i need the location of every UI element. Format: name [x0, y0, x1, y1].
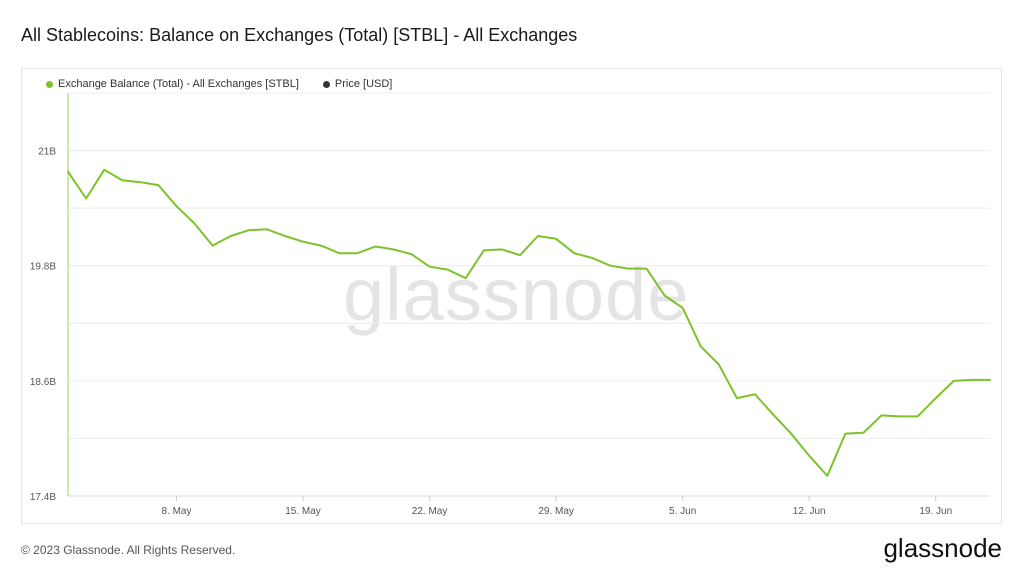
- x-tick-label: 12. Jun: [793, 506, 826, 517]
- x-tick-label: 19. Jun: [919, 506, 952, 517]
- y-tick-label: 17.4B: [30, 492, 56, 503]
- legend-dot-dark: [322, 80, 330, 88]
- legend-item-price[interactable]: Price [USD]: [322, 78, 393, 90]
- y-tick-label: 18.6B: [30, 377, 56, 388]
- chart-title: All Stablecoins: Balance on Exchanges (T…: [21, 25, 578, 45]
- x-tick-label: 29. May: [538, 506, 574, 517]
- legend-dot-green: [46, 80, 53, 88]
- glassnode-logo[interactable]: glassnode: [883, 533, 1002, 563]
- legend-item-exchange-balance[interactable]: Exchange Balance (Total) - All Exchanges…: [46, 78, 299, 90]
- glassnode-watermark: glassnode: [343, 253, 690, 336]
- copyright-text: © 2023 Glassnode. All Rights Reserved.: [21, 543, 236, 557]
- series-line-0: [67, 168, 991, 477]
- y-tick-label: 19.8B: [30, 262, 56, 273]
- y-tick-label: 21B: [38, 147, 56, 158]
- x-tick-label: 8. May: [161, 506, 191, 517]
- x-tick-label: 5. Jun: [669, 506, 696, 517]
- legend-label-exchange-balance: Exchange Balance (Total) - All Exchanges…: [58, 78, 299, 90]
- chart-frame: [21, 68, 1002, 524]
- x-tick-label: 15. May: [285, 506, 321, 517]
- x-tick-label: 22. May: [412, 506, 448, 517]
- chart-legend: Exchange Balance (Total) - All Exchanges…: [46, 78, 416, 90]
- legend-label-price: Price [USD]: [334, 78, 393, 90]
